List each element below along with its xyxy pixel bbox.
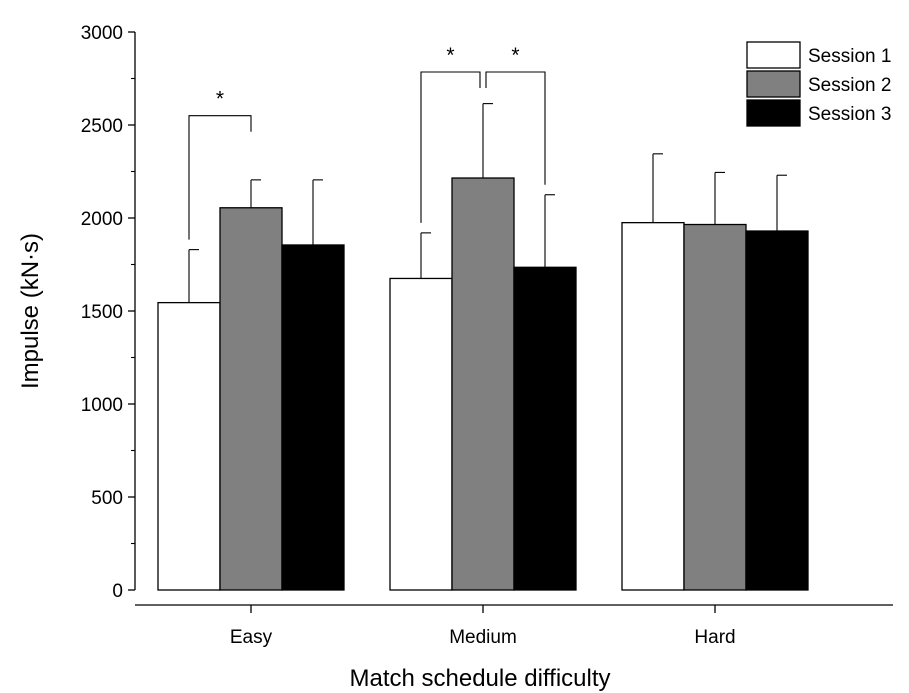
legend-label: Session 2 [808,75,891,96]
y-tick-label: 1000 [81,395,123,416]
x-tick-label: Medium [449,627,517,648]
y-tick-label: 2500 [81,116,123,137]
y-axis: 0 500 1000 1500 2000 2500 3000 [81,23,136,602]
y-tick-label: 500 [91,488,123,509]
y-tick-label: 2000 [81,209,123,230]
significance-bracket [188,115,252,240]
legend-swatch [746,41,801,69]
x-axis-title: Match schedule difficulty [349,665,610,692]
legend-label: Session 1 [808,46,891,67]
y-axis-title: Impulse (kN·s) [17,233,44,389]
x-tick-label: Hard [694,627,735,648]
error-bars [188,103,787,303]
bar [389,277,453,591]
legend-label: Session 3 [808,104,891,125]
legend: Session 1 Session 2 Session 3 [746,41,891,127]
significance-star: * [446,44,454,67]
y-tick-label: 0 [112,581,123,602]
significance-markers: * * * [188,44,546,240]
y-tick-label: 1500 [81,302,123,323]
x-axis: Easy Medium Hard [135,604,893,648]
bar [219,207,283,591]
bars [157,177,809,591]
bar [281,244,345,591]
legend-swatch [746,70,801,98]
bar [157,301,221,591]
bar [621,221,685,591]
bar [683,223,747,591]
y-tick-label: 3000 [81,23,123,44]
significance-bracket [485,71,546,185]
legend-swatch [746,99,801,127]
significance-star: * [511,44,519,67]
bar [745,230,809,591]
bar [513,266,577,591]
significance-bracket [420,71,481,223]
x-tick-label: Easy [230,627,273,648]
significance-star: * [216,88,224,111]
bar [451,177,515,591]
